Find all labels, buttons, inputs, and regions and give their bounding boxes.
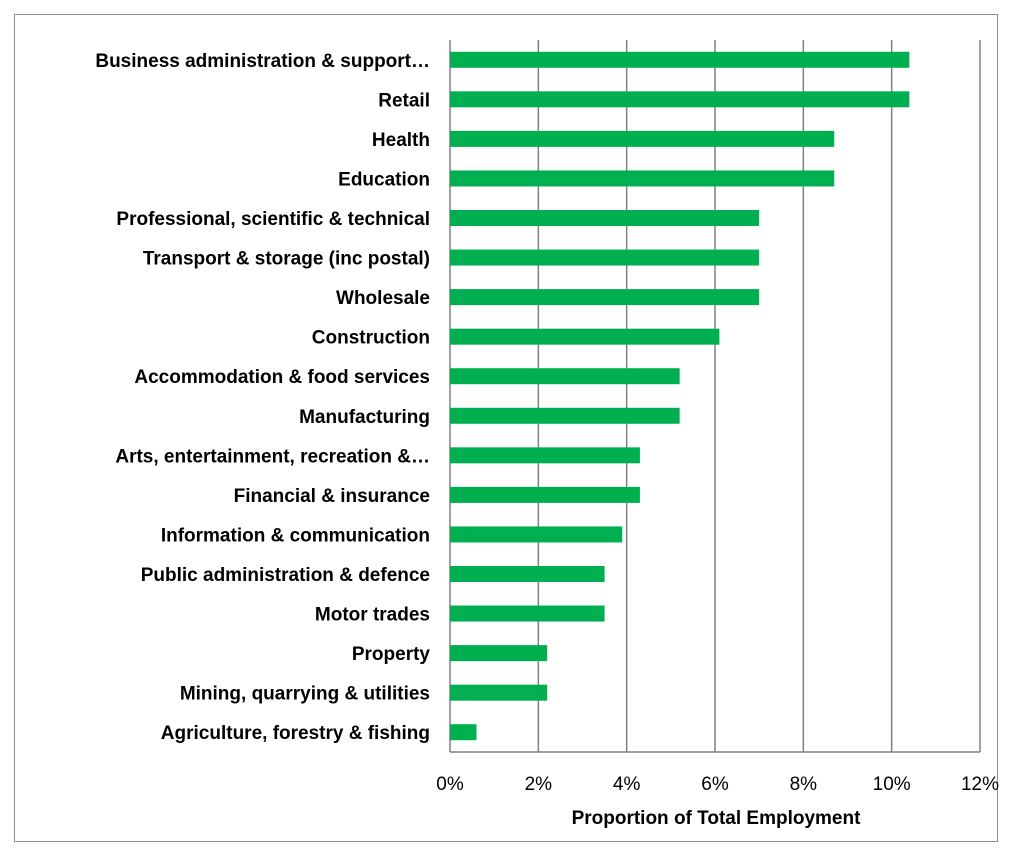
bar	[450, 130, 835, 147]
x-tick-label: 8%	[790, 774, 818, 795]
category-label: Transport & storage (inc postal)	[143, 249, 430, 270]
category-label: Accommodation & food services	[134, 367, 430, 388]
category-label: Education	[338, 169, 430, 190]
x-tick-label: 4%	[613, 774, 641, 795]
category-label: Retail	[378, 90, 430, 111]
bar	[450, 210, 760, 226]
gridlines	[449, 40, 981, 753]
x-tick-label: 2%	[525, 774, 553, 795]
category-label: Wholesale	[336, 288, 430, 309]
x-tick-label: 10%	[873, 774, 911, 795]
bar	[450, 447, 640, 464]
bar	[450, 368, 680, 385]
x-axis-title: Proportion of Total Employment	[572, 808, 862, 829]
bar	[450, 51, 910, 68]
category-label: Financial & insurance	[234, 486, 430, 507]
category-label: Public administration & defence	[141, 565, 430, 586]
category-label: Arts, entertainment, recreation &…	[115, 446, 430, 467]
category-label: Professional, scientific & technical	[116, 209, 430, 230]
bar	[450, 605, 605, 622]
bar	[450, 724, 477, 741]
bar	[450, 486, 640, 503]
x-tick-label: 6%	[701, 774, 729, 795]
category-label: Agriculture, forestry & fishing	[161, 723, 430, 744]
x-tick-labels: 0% 2% 4% 6% 8% 10% 12%	[436, 774, 999, 795]
category-label: Manufacturing	[299, 407, 430, 428]
bar	[450, 249, 760, 266]
category-label: Motor trades	[315, 605, 430, 626]
category-label: Business administration & support…	[95, 51, 430, 72]
category-label: Information & communication	[161, 525, 430, 546]
chart-frame	[14, 14, 998, 842]
category-label: Construction	[312, 328, 430, 349]
category-label: Mining, quarrying & utilities	[180, 684, 430, 705]
bar	[450, 91, 910, 108]
bar	[450, 645, 548, 662]
bar	[450, 526, 623, 543]
x-tick-label: 12%	[961, 774, 999, 795]
bars	[450, 51, 910, 741]
x-tick-label: 0%	[436, 774, 464, 795]
bar	[450, 289, 760, 306]
bar	[450, 566, 605, 582]
category-labels: Business administration & support… Retail…	[95, 51, 430, 744]
bar	[450, 328, 720, 345]
bar	[450, 407, 680, 424]
bar	[450, 170, 835, 187]
category-label: Health	[372, 130, 430, 151]
category-label: Property	[352, 644, 431, 665]
bar	[450, 684, 548, 701]
